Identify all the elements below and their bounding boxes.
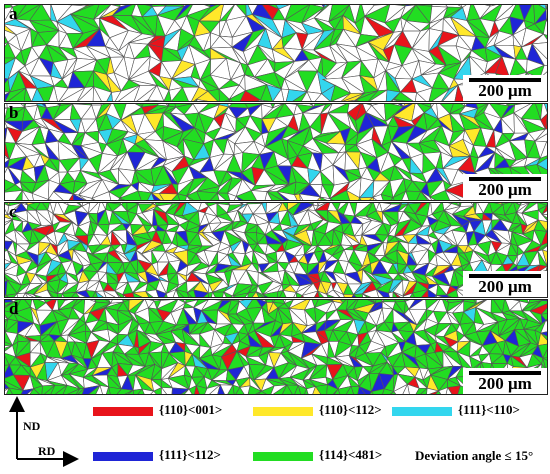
legend-swatch (253, 407, 313, 416)
ebsd-map-c: c 200 μm (4, 202, 548, 298)
scale-text: 200 μm (463, 81, 547, 101)
ebsd-map-b: b 200 μm (4, 103, 548, 201)
legend-label: {111}<110> (458, 402, 520, 418)
panel-label: b (9, 103, 18, 123)
ebsd-map-a: a 200 μm (4, 4, 548, 102)
legend-label: {111}<112> (159, 447, 221, 463)
scale-text: 200 μm (463, 180, 547, 200)
nd-label: ND (23, 419, 40, 434)
legend-swatch (93, 452, 153, 461)
deviation-angle-text: Deviation angle ≤ 15° (415, 448, 533, 464)
scale-text: 200 μm (463, 277, 547, 297)
scale-bar: 200 μm (463, 271, 547, 297)
scale-bar: 200 μm (463, 174, 547, 200)
scale-bar: 200 μm (463, 368, 547, 394)
legend-swatch (392, 407, 452, 416)
legend-label: {114}<481> (319, 447, 382, 463)
scale-bar: 200 μm (463, 75, 547, 101)
grain (57, 294, 62, 298)
legend-label: {110}<001> (159, 402, 222, 418)
ebsd-map-d: d 200 μm (4, 299, 548, 395)
panel-label: c (9, 202, 17, 222)
grain (343, 295, 353, 298)
texture-legend: ND RD {110}<001> {110}<112> {111}<110> {… (0, 395, 550, 469)
sample-axes: ND RD (0, 395, 80, 469)
legend-swatch (93, 407, 153, 416)
legend-label: {110}<112> (319, 402, 382, 418)
rd-label: RD (38, 444, 55, 459)
legend-swatch (253, 452, 313, 461)
scale-text: 200 μm (463, 374, 547, 394)
panel-label: a (9, 4, 18, 24)
panel-label: d (9, 299, 18, 319)
